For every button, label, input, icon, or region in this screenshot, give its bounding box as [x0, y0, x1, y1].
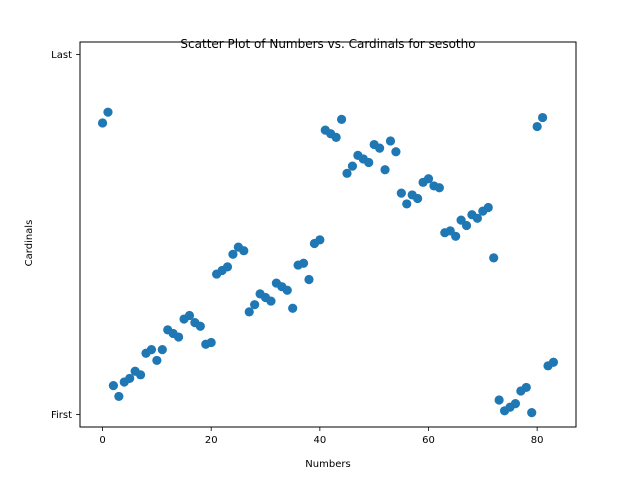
scatter-point [184, 310, 195, 321]
scatter-point [222, 262, 233, 272]
x-tick-label: 60 [422, 435, 435, 446]
scatter-point [532, 121, 542, 132]
scatter-point [375, 143, 385, 153]
scatter-point [250, 300, 260, 310]
plot-area [79, 41, 577, 428]
scatter-point [135, 370, 146, 380]
scatter-point [537, 112, 548, 123]
y-axis-label: Cardinals [24, 220, 35, 267]
scatter-point [434, 183, 444, 193]
scatter-point [174, 332, 184, 342]
scatter-point [282, 285, 292, 295]
scatter-point [125, 373, 135, 384]
scatter-point [114, 391, 124, 402]
scatter-point [347, 161, 358, 171]
chart-title: Scatter Plot of Numbers vs. Cardinals fo… [180, 37, 475, 51]
scatter-point [304, 274, 314, 285]
scatter-point [342, 168, 352, 178]
data-points [97, 107, 559, 418]
scatter-point [266, 296, 276, 306]
scatter-point [385, 136, 396, 146]
x-tick-label: 20 [205, 435, 218, 446]
scatter-point [510, 399, 521, 409]
scatter-point [364, 157, 374, 168]
scatter-point [108, 381, 119, 391]
scatter-point [228, 249, 238, 259]
x-axis-ticks: 0 20 40 60 80 [99, 427, 544, 446]
scatter-point [527, 408, 537, 418]
y-tick-label: Last [51, 50, 72, 61]
y-axis-ticks: First Last [51, 50, 80, 421]
scatter-point [103, 107, 113, 117]
scatter-point [380, 165, 390, 175]
scatter-point [461, 220, 472, 231]
x-axis-label: Numbers [305, 459, 350, 470]
scatter-point [206, 337, 216, 348]
scatter-point [483, 202, 493, 213]
scatter-point [494, 395, 504, 405]
scatter-point [331, 132, 341, 142]
scatter-point [472, 213, 482, 223]
scatter-point [521, 382, 531, 393]
scatter-point [336, 114, 347, 124]
scatter-point [97, 118, 108, 128]
scatter-point [413, 193, 423, 204]
x-tick-label: 0 [99, 435, 105, 446]
x-tick-label: 40 [313, 435, 326, 446]
x-tick-label: 80 [531, 435, 544, 446]
scatter-point [244, 307, 254, 317]
scatter-point [195, 321, 205, 331]
scatter-point [396, 188, 406, 198]
y-tick-label: First [51, 410, 72, 421]
scatter-point [451, 231, 461, 241]
scatter-point [239, 246, 249, 256]
scatter-point [315, 235, 325, 245]
scatter-point [298, 258, 309, 268]
scatter-point [489, 253, 499, 263]
scatter-point [391, 147, 401, 157]
scatter-point [146, 345, 157, 355]
scatter-point [548, 357, 559, 367]
plot-frame [79, 41, 577, 428]
scatter-point [152, 355, 162, 366]
scatter-point [157, 345, 167, 355]
scatter-point [402, 199, 412, 209]
scatter-point [423, 174, 434, 184]
scatter-point [288, 303, 298, 313]
